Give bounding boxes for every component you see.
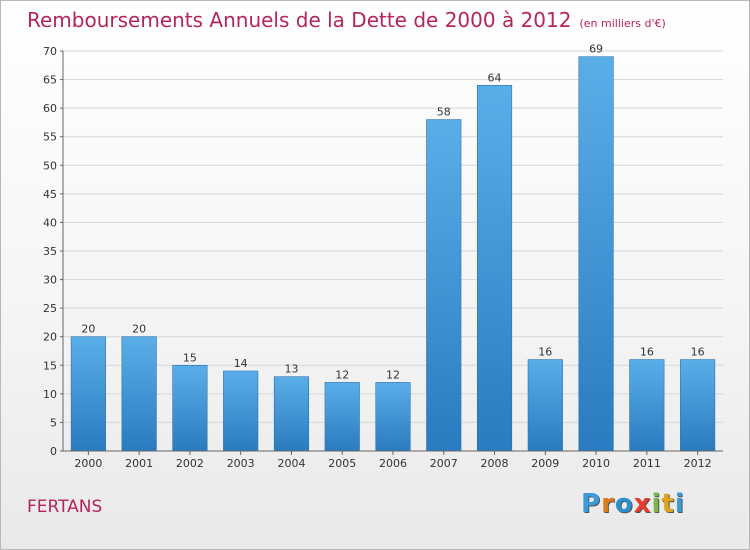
x-axis: 2000 2001 2002 2003 2004 2005 2006 2007 2008 2009… bbox=[63, 450, 723, 470]
x-tick-label: 2000 bbox=[74, 457, 102, 470]
bar-value-label: 64 bbox=[488, 71, 502, 84]
bar-value-label: 13 bbox=[284, 363, 298, 376]
logo-letter: i bbox=[674, 489, 685, 519]
y-tick-label: 5 bbox=[50, 416, 57, 429]
logo-letter: t bbox=[661, 489, 675, 519]
bar bbox=[324, 382, 360, 452]
bar-value-label: 20 bbox=[132, 323, 146, 336]
bar bbox=[680, 359, 716, 452]
x-tick-label: 2010 bbox=[582, 457, 610, 470]
y-tick-label: 50 bbox=[43, 159, 57, 172]
logo-letter: o bbox=[614, 489, 634, 519]
y-tick-label: 0 bbox=[50, 445, 57, 458]
y-tick-label: 65 bbox=[43, 74, 57, 87]
bar bbox=[629, 359, 665, 452]
y-tick-label: 25 bbox=[43, 302, 57, 315]
bar bbox=[223, 370, 259, 452]
bars: 20 20 15 14 13 12 12 58 64 16 69 16 16 bbox=[70, 43, 716, 452]
bar bbox=[70, 336, 106, 452]
bar bbox=[172, 364, 208, 452]
y-tick-label: 70 bbox=[43, 45, 57, 58]
bar-value-label: 12 bbox=[335, 368, 349, 381]
logo-letter: P bbox=[581, 489, 602, 519]
x-tick-label: 2008 bbox=[481, 457, 509, 470]
x-tick-label: 2002 bbox=[176, 457, 204, 470]
proxiti-logo: Proxiti bbox=[581, 489, 685, 519]
bar-value-label: 16 bbox=[691, 346, 705, 359]
bar bbox=[426, 119, 462, 452]
x-tick-label: 2007 bbox=[430, 457, 458, 470]
bar-value-label: 58 bbox=[437, 106, 451, 119]
y-tick-label: 35 bbox=[43, 245, 57, 258]
bar bbox=[578, 56, 614, 452]
y-tick-label: 15 bbox=[43, 359, 57, 372]
bar bbox=[527, 359, 563, 452]
unit-label: (en milliers d'€) bbox=[579, 17, 666, 30]
bar-value-label: 15 bbox=[183, 351, 197, 364]
bar bbox=[121, 336, 157, 452]
x-tick-label: 2009 bbox=[531, 457, 559, 470]
bar bbox=[476, 84, 513, 452]
logo-letter: i bbox=[651, 489, 662, 519]
x-tick-label: 2006 bbox=[379, 457, 407, 470]
x-tick-label: 2001 bbox=[125, 457, 153, 470]
x-tick-label: 2003 bbox=[227, 457, 255, 470]
title-text: Remboursements Annuels de la Dette de 20… bbox=[27, 8, 572, 32]
x-tick-label: 2012 bbox=[684, 457, 712, 470]
y-tick-label: 40 bbox=[43, 216, 57, 229]
bar bbox=[375, 382, 411, 452]
chart-title: Remboursements Annuels de la Dette de 20… bbox=[27, 8, 666, 32]
x-tick-label: 2011 bbox=[633, 457, 661, 470]
bar-value-label: 14 bbox=[234, 357, 248, 370]
y-tick-label: 30 bbox=[43, 274, 57, 287]
bar-value-label: 16 bbox=[538, 346, 552, 359]
y-tick-label: 60 bbox=[43, 102, 57, 115]
town-name: FERTANS bbox=[27, 497, 103, 517]
y-axis: 0 5 10 15 20 25 30 35 40 45 50 55 60 65 70 bbox=[43, 45, 64, 458]
x-tick-label: 2005 bbox=[328, 457, 356, 470]
bar-value-label: 16 bbox=[640, 346, 654, 359]
logo-letter: x bbox=[633, 489, 652, 519]
bar-value-label: 69 bbox=[589, 43, 603, 56]
x-tick-label: 2004 bbox=[277, 457, 305, 470]
y-tick-label: 10 bbox=[43, 388, 57, 401]
y-tick-label: 20 bbox=[43, 331, 57, 344]
bar-value-label: 12 bbox=[386, 368, 400, 381]
bar-value-label: 20 bbox=[81, 323, 95, 336]
logo-letter: r bbox=[601, 489, 615, 519]
y-tick-label: 45 bbox=[43, 188, 57, 201]
y-tick-label: 55 bbox=[43, 131, 57, 144]
bar bbox=[273, 376, 310, 452]
